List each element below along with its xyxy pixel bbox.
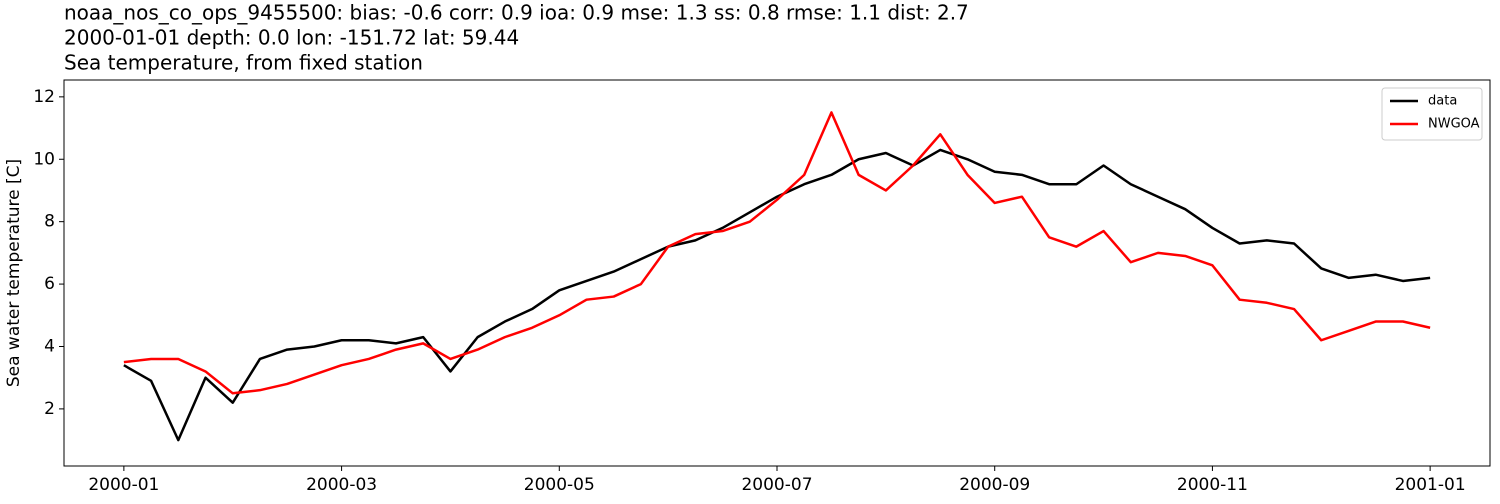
data-line xyxy=(123,111,1431,395)
y-tick-label: 6 xyxy=(44,274,55,294)
x-tick-label: 2000-11 xyxy=(1177,475,1248,495)
y-tick-label: 10 xyxy=(33,149,55,169)
x-tick-label: 2000-01 xyxy=(88,475,159,495)
y-tick-label: 12 xyxy=(33,87,55,107)
legend-label: NWGOA xyxy=(1428,117,1480,132)
y-axis-label: Sea water temperature [C] xyxy=(4,159,24,387)
data-line xyxy=(123,148,1431,442)
x-tick-label: 2000-07 xyxy=(741,475,812,495)
chart-title: 2000-01-01 depth: 0.0 lon: -151.72 lat: … xyxy=(64,26,519,50)
x-tick-label: 2000-05 xyxy=(524,475,595,495)
chart-title: noaa_nos_co_ops_9455500: bias: -0.6 corr… xyxy=(64,1,969,25)
x-tick-label: 2000-03 xyxy=(306,475,377,495)
y-tick-label: 2 xyxy=(44,399,55,419)
plot-frame xyxy=(63,79,1491,467)
x-tick-label: 2001-01 xyxy=(1395,475,1466,495)
chart-title: Sea temperature, from fixed station xyxy=(64,51,423,75)
x-tick-label: 2000-09 xyxy=(959,475,1030,495)
legend-label: data xyxy=(1428,94,1457,109)
y-tick-label: 8 xyxy=(44,212,55,232)
y-tick-label: 4 xyxy=(44,336,55,356)
